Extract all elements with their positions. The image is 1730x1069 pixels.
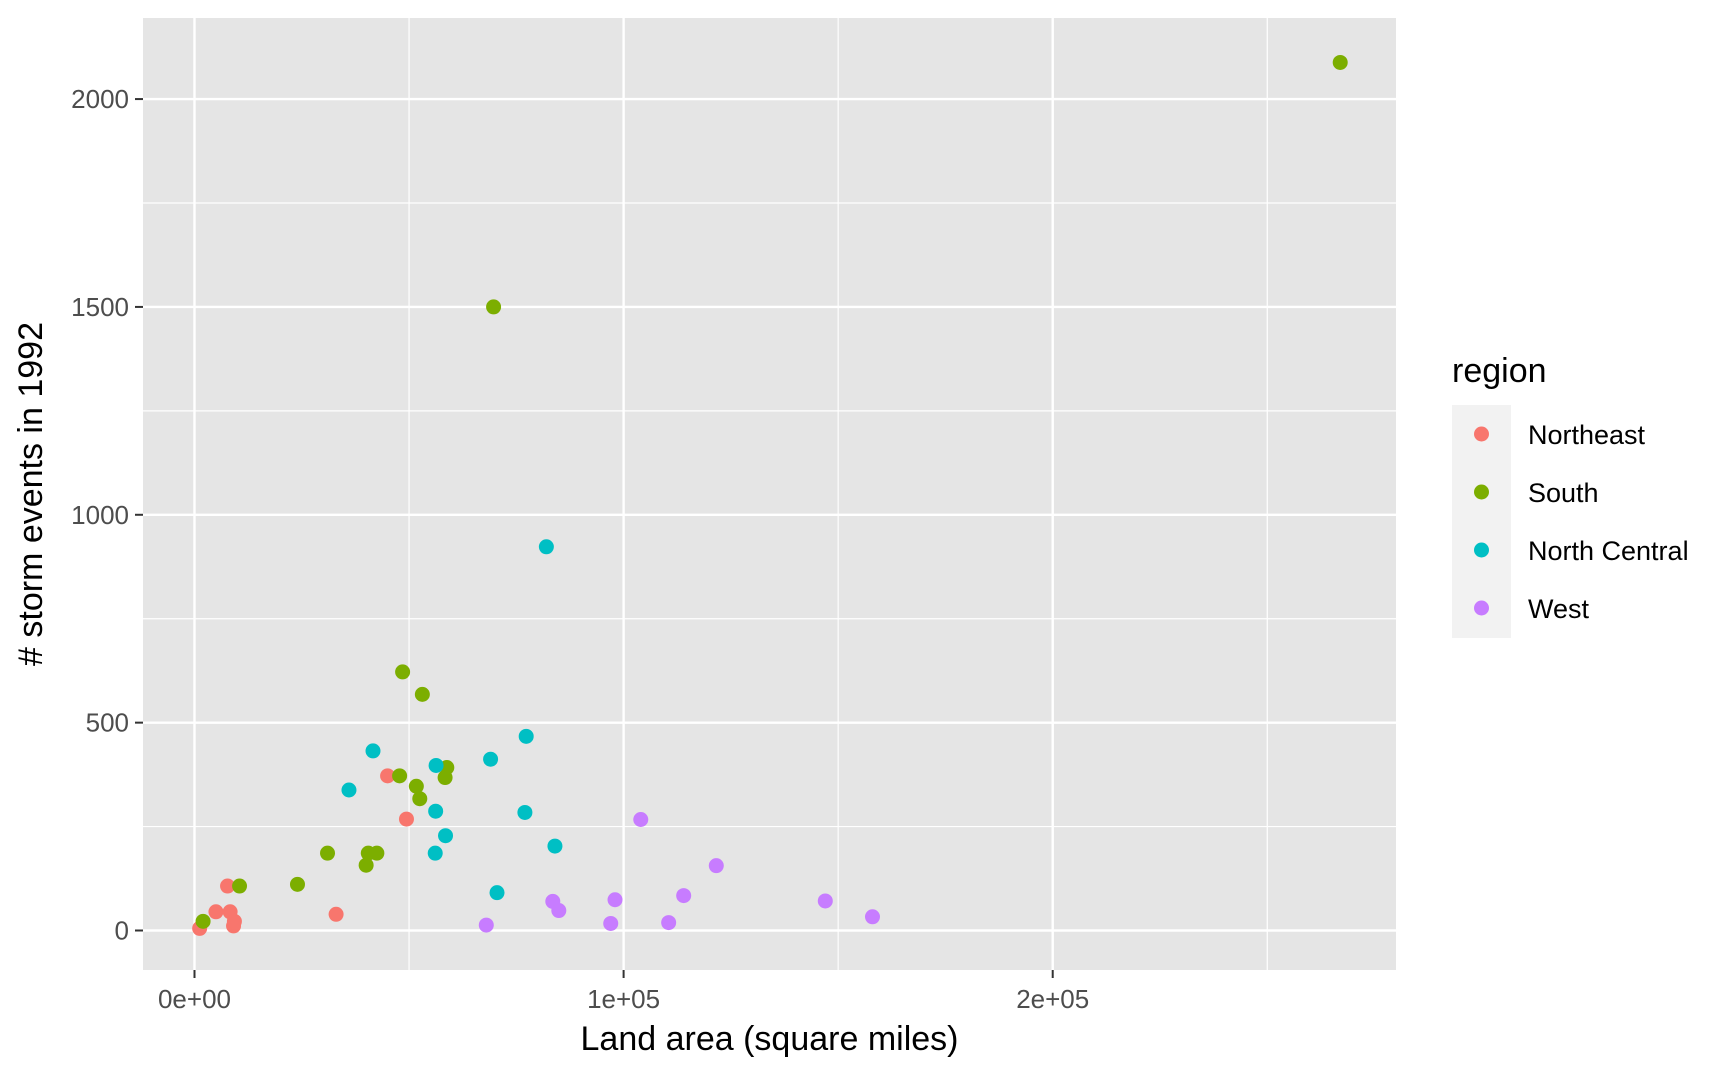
major-gridlines (143, 18, 1396, 970)
data-point (414, 686, 430, 702)
data-point (483, 751, 499, 767)
data-point (708, 858, 724, 874)
legend-title: region (1452, 352, 1547, 390)
legend-keys-background (1452, 405, 1511, 638)
axis-ticks (135, 98, 1054, 978)
minor-gridlines (143, 18, 1396, 970)
data-point (486, 299, 502, 315)
data-point (607, 892, 623, 908)
data-point (320, 845, 336, 861)
legend-label: North Central (1528, 536, 1689, 566)
data-point (226, 913, 242, 929)
legend-label: Northeast (1528, 420, 1646, 450)
legend-item-north-central: North Central (1474, 536, 1689, 566)
data-point (232, 878, 248, 894)
plot-panel (143, 18, 1396, 970)
y-tick-label: 500 (86, 708, 129, 738)
x-axis-tick-labels: 0e+00 1e+05 2e+05 (158, 984, 1089, 1014)
data-point (633, 812, 649, 828)
data-point (208, 904, 224, 920)
data-point (427, 845, 443, 861)
data-point (551, 903, 567, 919)
y-tick-label: 1500 (71, 292, 129, 322)
series-north-central (341, 539, 563, 901)
data-point (676, 888, 692, 904)
legend-item-northeast: Northeast (1474, 420, 1646, 450)
data-point (478, 917, 494, 933)
legend-key-dot (1474, 600, 1489, 616)
data-point (395, 664, 411, 680)
legend-key-dot (1474, 426, 1489, 442)
series-northeast (192, 768, 414, 936)
legend-label: West (1528, 594, 1590, 624)
data-point (195, 913, 211, 929)
x-tick-label: 1e+05 (587, 984, 660, 1014)
data-point (220, 878, 236, 894)
data-point (438, 828, 454, 844)
data-point (538, 539, 554, 555)
data-point (428, 757, 444, 773)
y-tick-label: 0 (115, 916, 129, 946)
data-point (661, 915, 677, 931)
legend-item-west: West (1474, 594, 1590, 624)
data-point (412, 791, 428, 807)
legend-key-dot (1474, 542, 1489, 558)
series-west (478, 812, 880, 933)
data-point (547, 838, 563, 854)
series-south (195, 54, 1348, 929)
data-point (369, 845, 385, 861)
data-point (603, 915, 619, 931)
y-axis-title: # storm events in 1992 (12, 322, 50, 666)
data-point (489, 885, 505, 901)
data-point (358, 857, 374, 873)
data-point (380, 768, 396, 784)
data-point (365, 743, 381, 759)
y-tick-label: 2000 (71, 84, 129, 114)
data-point (817, 893, 833, 909)
legend-item-south: South (1474, 478, 1599, 508)
data-point (398, 811, 414, 827)
y-axis-tick-labels: 0 500 1000 1500 2000 (71, 84, 129, 945)
data-point (289, 876, 305, 892)
data-point (328, 906, 344, 922)
data-point (1332, 54, 1348, 70)
x-tick-label: 2e+05 (1016, 984, 1089, 1014)
data-point (864, 909, 880, 925)
data-point (428, 803, 444, 819)
legend-key-dot (1474, 484, 1489, 500)
data-point (517, 804, 533, 820)
data-point (392, 768, 408, 784)
data-points (192, 54, 1348, 936)
legend: region Northeast South North Central West (1452, 352, 1689, 638)
legend-label: South (1528, 478, 1599, 508)
data-point (518, 728, 534, 744)
data-point (341, 782, 357, 798)
x-tick-label: 0e+00 (158, 984, 231, 1014)
x-axis-title: Land area (square miles) (581, 1020, 959, 1058)
data-point (408, 778, 424, 794)
y-tick-label: 1000 (71, 500, 129, 530)
